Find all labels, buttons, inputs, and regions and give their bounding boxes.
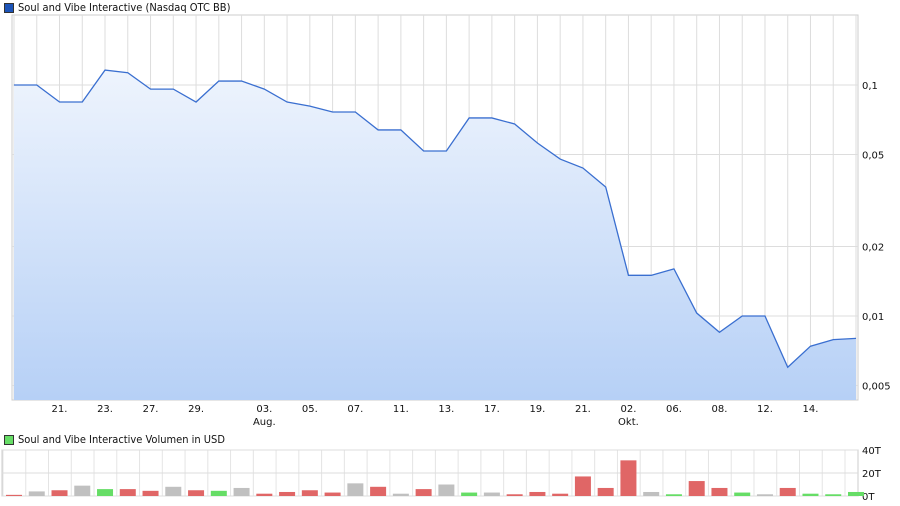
- x-tick-label: 03.: [256, 404, 272, 415]
- x-tick-label: 05.: [302, 404, 318, 415]
- volume-legend-swatch: [4, 434, 14, 445]
- volume-bar: [552, 493, 569, 496]
- volume-bar: [392, 493, 409, 496]
- x-tick-label: 29.: [188, 404, 204, 415]
- volume-bar: [461, 492, 478, 496]
- volume-bar: [188, 490, 205, 496]
- x-tick-label: 27.: [143, 404, 159, 415]
- price-y-tick-label: 0,005: [862, 382, 891, 393]
- volume-y-tick-label: 0T: [862, 492, 875, 503]
- price-y-tick-label: 0,05: [862, 151, 884, 162]
- volume-legend-label: Soul and Vibe Interactive Volumen in USD: [18, 433, 225, 446]
- price-y-tick-label: 0,01: [862, 312, 884, 323]
- volume-bar: [529, 491, 546, 496]
- x-tick-label: 07.: [347, 404, 363, 415]
- price-legend-swatch: [4, 2, 14, 13]
- price-line: [14, 69, 857, 369]
- volume-bar: [574, 476, 591, 496]
- price-y-tick-label: 0,1: [862, 81, 878, 92]
- volume-bar: [210, 490, 227, 496]
- volume-y-tick-label: 20T: [862, 469, 882, 480]
- volume-bar: [779, 487, 796, 496]
- price-legend: Soul and Vibe Interactive (Nasdaq OTC BB…: [4, 1, 230, 14]
- x-tick-label: 06.: [666, 404, 682, 415]
- x-tick-label: 21.: [575, 404, 591, 415]
- volume-y-tick-label: 40T: [862, 446, 882, 457]
- volume-bar: [370, 486, 387, 496]
- x-month-label: Okt.: [618, 417, 639, 428]
- volume-bar: [279, 491, 296, 496]
- volume-bar: [28, 491, 45, 496]
- volume-legend: Soul and Vibe Interactive Volumen in USD: [4, 433, 225, 446]
- volume-bar: [233, 487, 250, 496]
- x-tick-label: 08.: [712, 404, 728, 415]
- volume-bar: [119, 489, 136, 496]
- volume-bar: [848, 491, 864, 496]
- volume-bar: [438, 484, 455, 496]
- x-tick-label: 14.: [803, 404, 819, 415]
- price-y-tick-label: 0,02: [862, 242, 884, 253]
- volume-bar: [756, 494, 773, 496]
- volume-bar: [643, 491, 660, 496]
- volume-bar: [825, 494, 842, 496]
- x-tick-label: 19.: [529, 404, 545, 415]
- volume-bar: [415, 489, 432, 496]
- volume-bar: [665, 494, 682, 496]
- volume-bar: [6, 494, 22, 496]
- x-tick-label: 02.: [620, 404, 636, 415]
- x-tick-label: 21.: [52, 404, 68, 415]
- volume-bar: [74, 485, 91, 496]
- volume-bar: [506, 494, 523, 496]
- volume-bar: [301, 490, 318, 496]
- x-month-label: Aug.: [253, 417, 276, 428]
- volume-bar: [324, 492, 341, 496]
- volume-bar: [51, 490, 68, 496]
- volume-bar: [142, 490, 159, 496]
- volume-bar: [711, 487, 728, 496]
- volume-bar: [165, 486, 182, 496]
- volume-bar: [483, 492, 500, 496]
- volume-bar: [734, 492, 751, 496]
- price-area-fill: [14, 70, 856, 401]
- volume-bar: [597, 487, 614, 496]
- x-tick-label: 23.: [97, 404, 113, 415]
- volume-bar: [97, 489, 114, 496]
- volume-bar: [347, 483, 364, 496]
- x-tick-label: 17.: [484, 404, 500, 415]
- x-tick-label: 12.: [757, 404, 773, 415]
- x-tick-label: 11.: [393, 404, 409, 415]
- price-legend-label: Soul and Vibe Interactive (Nasdaq OTC BB…: [18, 1, 231, 14]
- volume-bar: [620, 460, 637, 496]
- volume-bar: [256, 493, 273, 496]
- x-tick-label: 13.: [438, 404, 454, 415]
- volume-bar: [688, 481, 705, 496]
- volume-bar: [802, 493, 819, 496]
